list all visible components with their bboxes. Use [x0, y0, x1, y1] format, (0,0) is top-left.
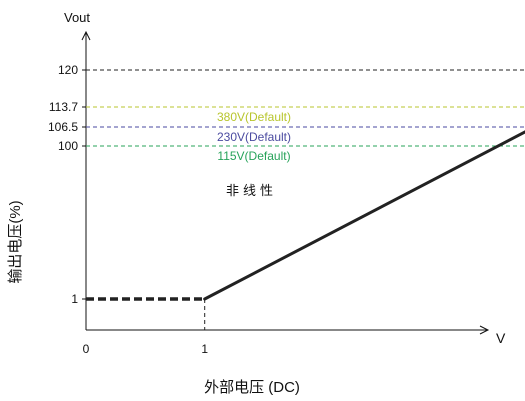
- y-tick-label: 120: [58, 63, 78, 77]
- x-axis-name: V: [496, 330, 506, 346]
- x-axis-label: 外部电压 (DC): [204, 379, 300, 396]
- x-tick-label: 1: [201, 342, 208, 356]
- y-tick-label: 1: [71, 292, 78, 306]
- y-tick-label: 113.7: [49, 100, 78, 114]
- x-axis-arrow: [479, 325, 490, 335]
- series-label: 115V(Default): [217, 149, 290, 163]
- y-axis-label: 输出电压(%): [7, 200, 24, 283]
- nonlinear-annotation: 非线性: [226, 183, 277, 198]
- y-axis-name: Vout: [64, 10, 90, 25]
- curve-ramp: [203, 130, 525, 301]
- y-tick-label: 100: [58, 139, 78, 153]
- series-label: 380V(Default): [217, 110, 291, 124]
- series-label: 230V(Default): [217, 130, 291, 144]
- y-tick-label: 106.5: [48, 120, 78, 134]
- y-axis-arrow: [81, 30, 91, 41]
- x-tick-label: 0: [83, 342, 90, 356]
